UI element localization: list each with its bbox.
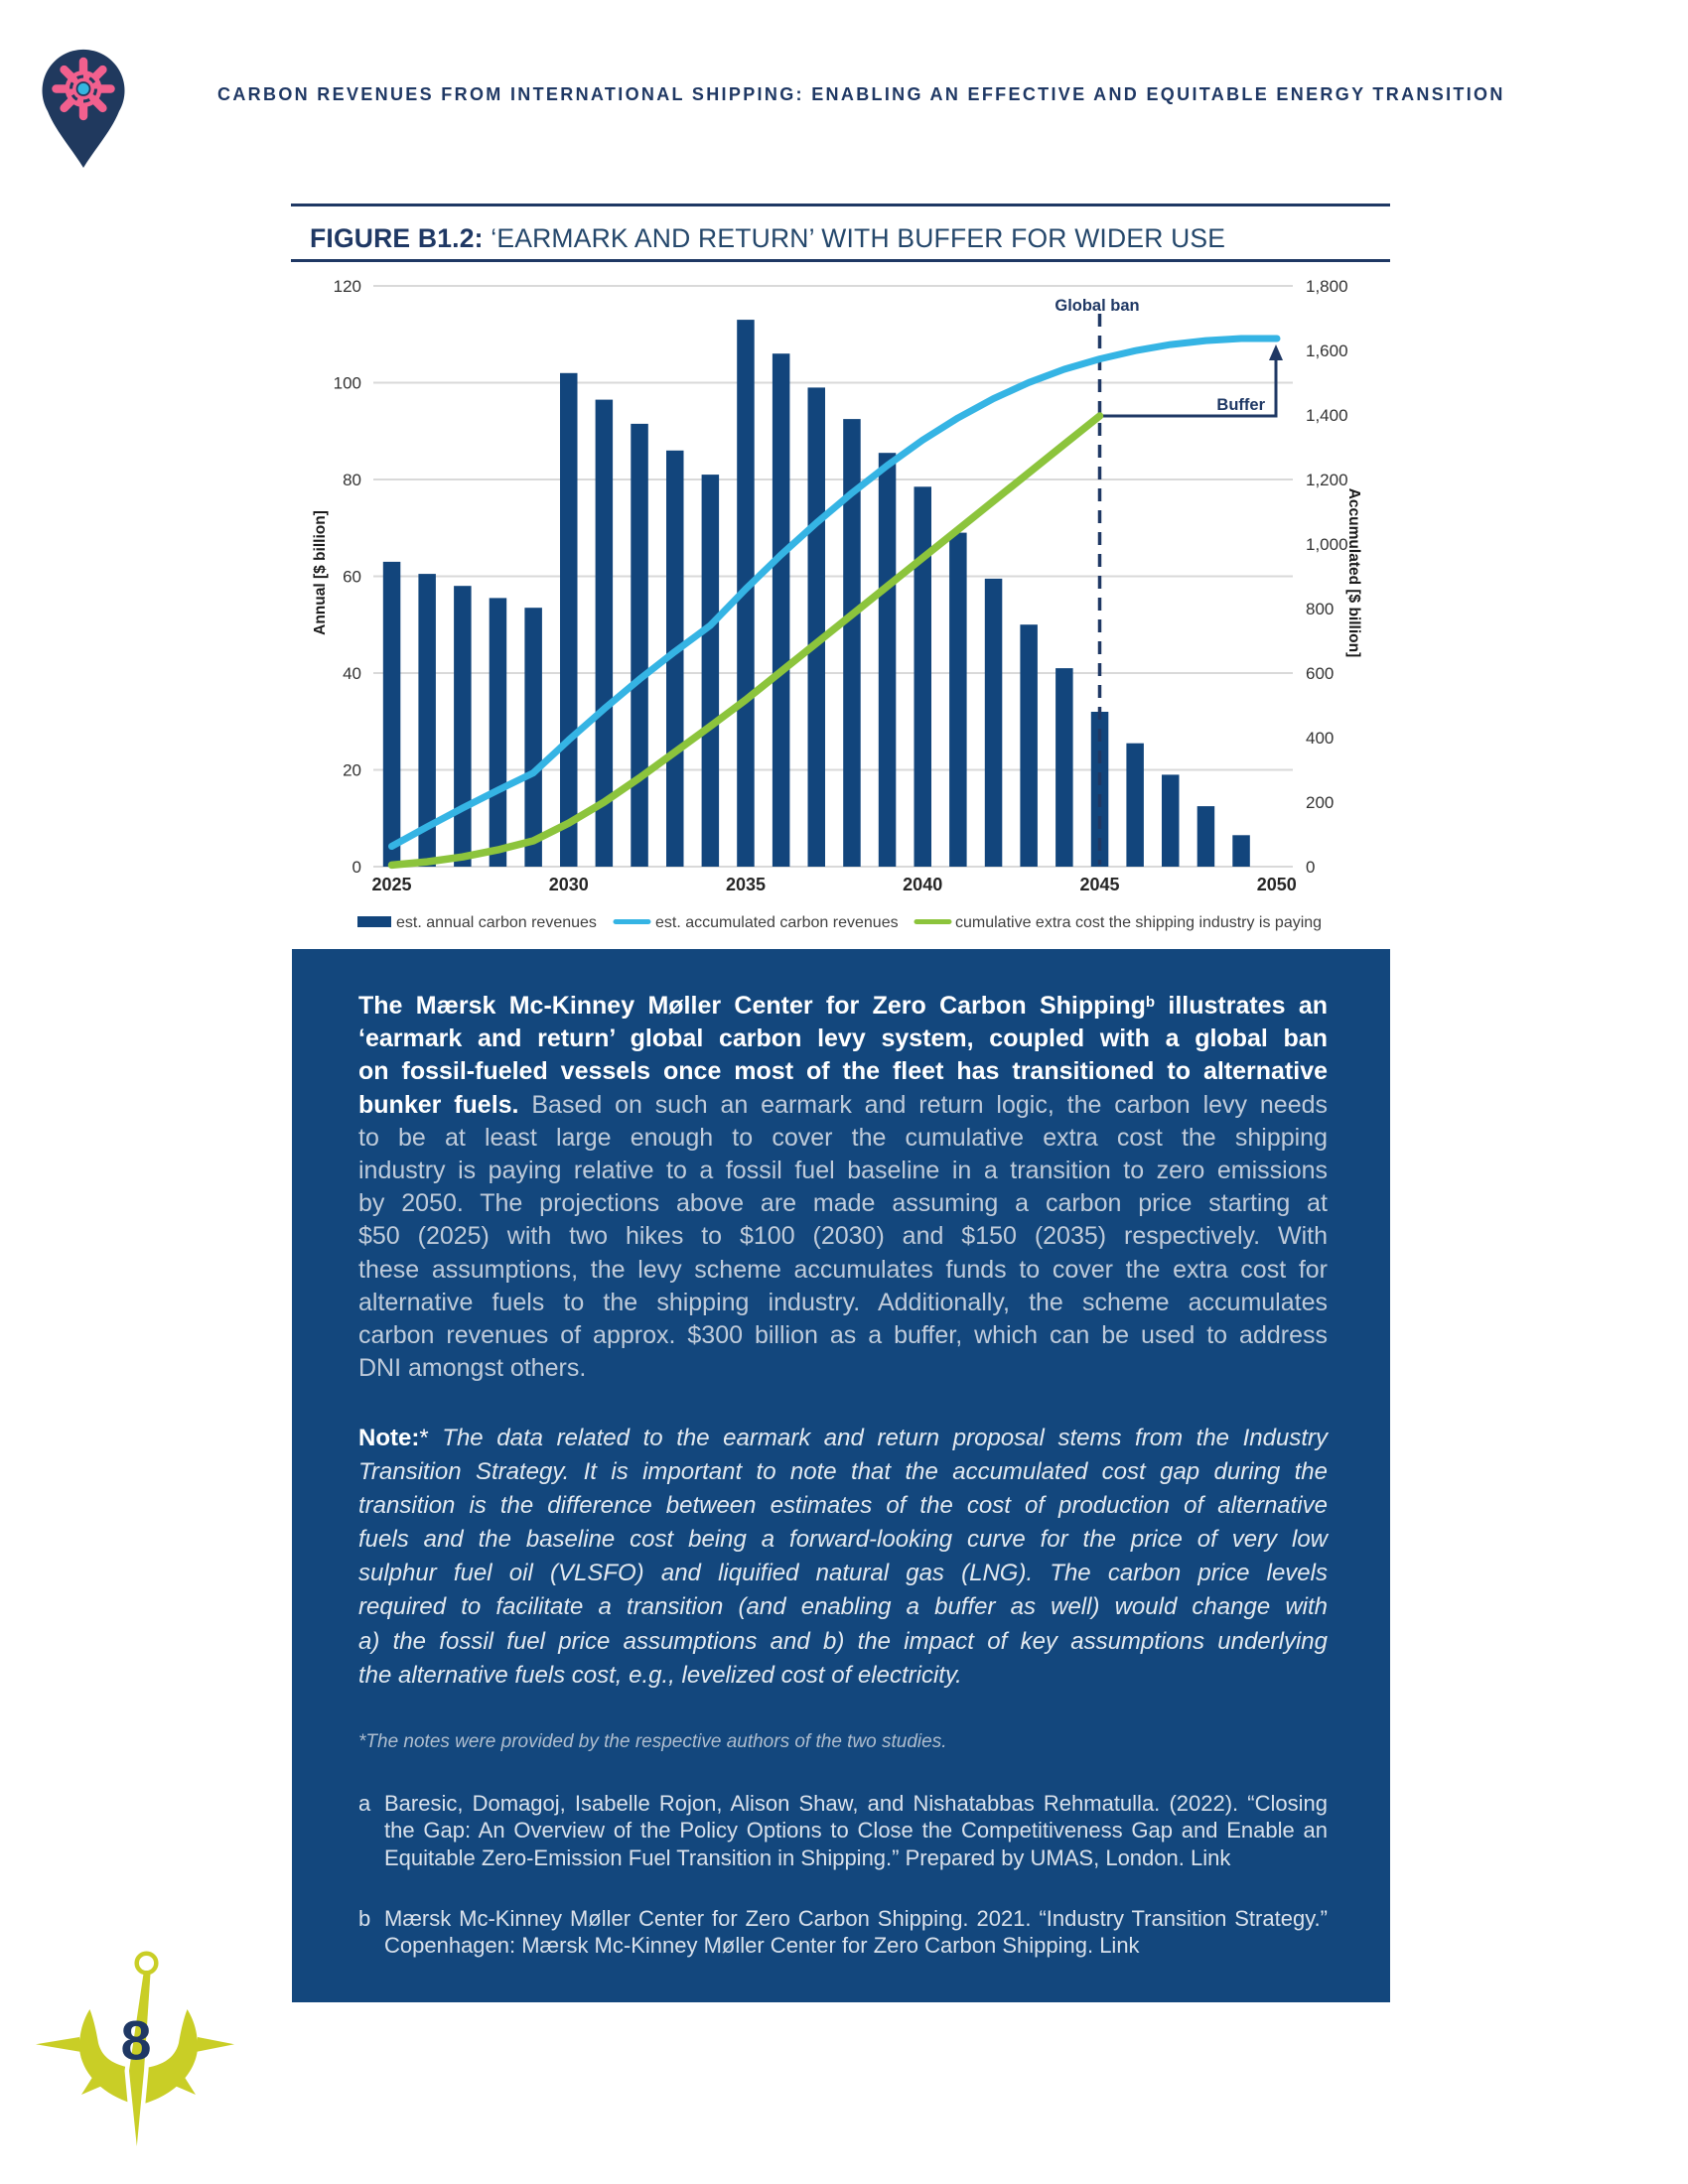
- svg-text:20: 20: [343, 761, 361, 780]
- svg-text:1,200: 1,200: [1306, 471, 1348, 489]
- svg-text:2035: 2035: [726, 875, 766, 894]
- svg-text:Accumulated [$ billion]: Accumulated [$ billion]: [1345, 488, 1362, 658]
- svg-text:1,800: 1,800: [1306, 277, 1348, 296]
- svg-text:1,600: 1,600: [1306, 341, 1348, 360]
- svg-text:1,000: 1,000: [1306, 535, 1348, 554]
- svg-text:400: 400: [1306, 729, 1334, 748]
- svg-text:est. accumulated carbon revenu: est. accumulated carbon revenues: [655, 914, 899, 931]
- svg-text:8: 8: [121, 2010, 152, 2072]
- svg-text:600: 600: [1306, 664, 1334, 683]
- svg-text:120: 120: [334, 277, 361, 296]
- svg-text:2025: 2025: [371, 875, 411, 894]
- svg-text:200: 200: [1306, 793, 1334, 812]
- svg-text:2040: 2040: [903, 875, 942, 894]
- svg-text:1,400: 1,400: [1306, 406, 1348, 425]
- svg-text:60: 60: [343, 568, 361, 587]
- svg-text:0: 0: [1306, 858, 1315, 877]
- svg-text:800: 800: [1306, 600, 1334, 618]
- svg-text:100: 100: [334, 374, 361, 393]
- svg-text:2030: 2030: [549, 875, 589, 894]
- svg-text:40: 40: [343, 664, 361, 683]
- svg-text:Buffer: Buffer: [1216, 396, 1265, 414]
- svg-text:est. annual carbon revenues: est. annual carbon revenues: [396, 914, 597, 931]
- svg-text:0: 0: [352, 858, 361, 877]
- svg-text:Global ban: Global ban: [1055, 297, 1139, 315]
- svg-text:2045: 2045: [1079, 875, 1119, 894]
- svg-text:2050: 2050: [1257, 875, 1297, 894]
- svg-text:cumulative extra cost the ship: cumulative extra cost the shipping indus…: [955, 914, 1322, 931]
- svg-text:Annual [$ billion]: Annual [$ billion]: [312, 510, 329, 635]
- svg-text:80: 80: [343, 471, 361, 489]
